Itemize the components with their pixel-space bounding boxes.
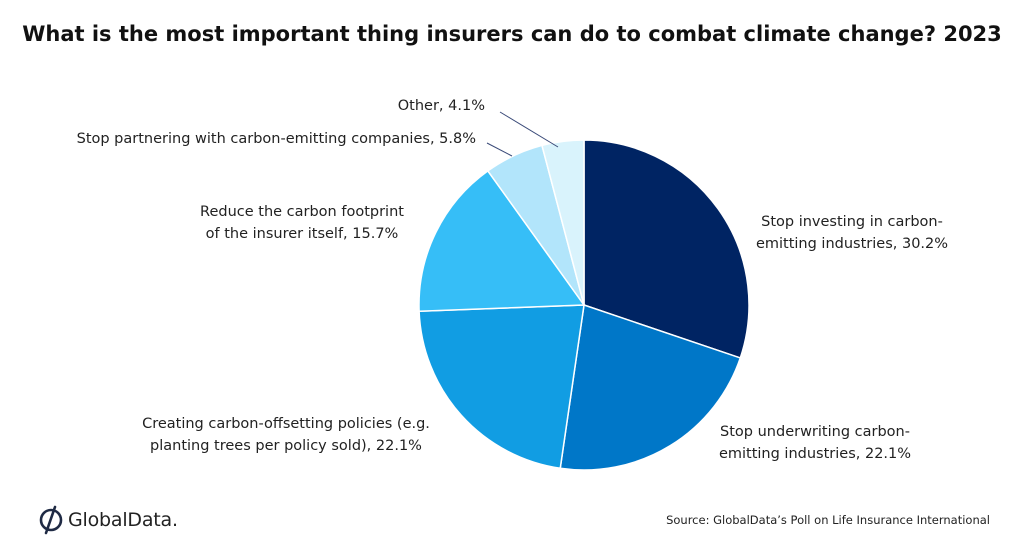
chart-title: What is the most important thing insurer… (22, 22, 1002, 46)
slice-label-4: Reduce the carbon footprint of the insure… (200, 204, 404, 242)
pie-slice-3 (418, 304, 585, 470)
leader-line-6 (499, 111, 559, 148)
pie-slice-6 (541, 139, 585, 306)
pie-slice-4 (418, 169, 586, 312)
slice-label-6: Other, 4.1% (398, 98, 485, 114)
pie-slice-2 (559, 304, 742, 471)
brand-name: GlobalData. (68, 509, 178, 531)
globaldata-logo: GlobalData. (38, 505, 178, 535)
source-note: Source: GlobalData’s Poll on Life Insura… (666, 513, 990, 527)
slice-label-2: Stop underwriting carbon-emitting indust… (719, 424, 911, 462)
pie-slice-1 (583, 139, 750, 359)
leader-line-5 (486, 142, 513, 157)
slice-label-3: Creating carbon-offsetting policies (e.g… (142, 416, 430, 454)
slice-label-5: Stop partnering with carbon-emitting com… (77, 131, 476, 147)
globaldata-logo-icon (39, 505, 63, 535)
slice-label-1: Stop investing in carbon-emitting indust… (756, 214, 948, 252)
